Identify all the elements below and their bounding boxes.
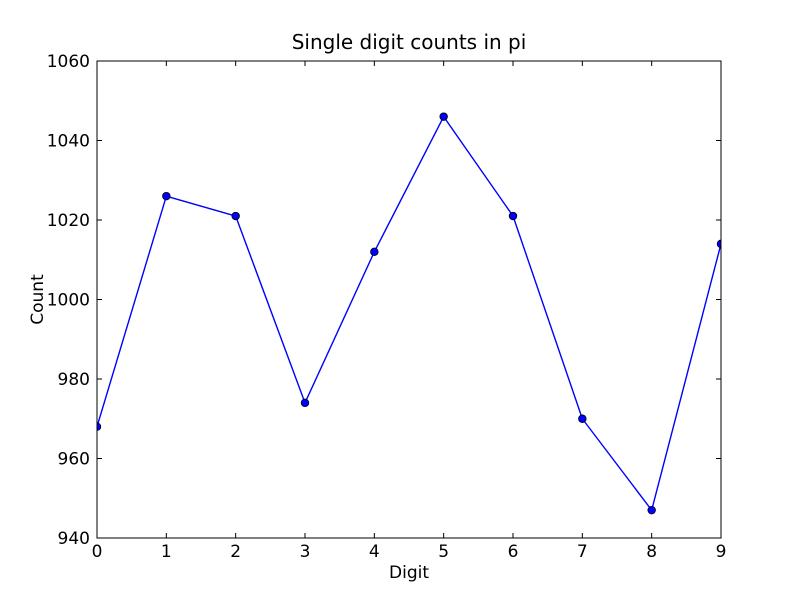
- y-tick-label: 940: [58, 529, 90, 549]
- data-point-marker: [716, 239, 721, 249]
- data-point-marker: [647, 505, 656, 515]
- y-tick-label: 1000: [47, 291, 90, 311]
- data-point-marker: [97, 422, 102, 431]
- x-tick-label: 0: [92, 542, 103, 562]
- y-tick-label: 980: [58, 370, 90, 390]
- y-tick-label: 1020: [47, 211, 90, 231]
- chart-title: Single digit counts in pi: [292, 30, 527, 54]
- x-tick-label: 7: [577, 542, 588, 562]
- data-point-marker: [508, 211, 518, 221]
- x-tick-label: 5: [438, 542, 449, 562]
- x-tick-label: 8: [646, 542, 657, 562]
- data-point-marker: [439, 112, 448, 121]
- data-point-marker: [370, 247, 379, 256]
- data-point-marker: [231, 211, 240, 221]
- y-tick-label: 1060: [47, 52, 90, 72]
- x-tick-label: 6: [508, 542, 519, 562]
- x-tick-label: 3: [300, 542, 311, 562]
- tick-labels: 0 1 2 3 4 5 6 7 8 9 940 960 980 1000 1020 1040 1060: [47, 52, 727, 562]
- data-point-marker: [300, 398, 310, 408]
- x-tick-label: 4: [369, 542, 380, 562]
- x-tick-label: 2: [230, 542, 241, 562]
- data-line: [97, 115, 721, 511]
- tick-marks: [96, 60, 722, 539]
- data-series: [97, 112, 721, 515]
- plot-frame: [96, 60, 722, 539]
- data-point-marker: [162, 191, 171, 201]
- plot-background: [97, 61, 721, 538]
- x-tick-label: 9: [716, 542, 727, 562]
- y-tick-label: 960: [58, 450, 90, 470]
- y-tick-label: 1040: [47, 132, 90, 152]
- data-point-marker: [578, 414, 587, 423]
- x-tick-label: 1: [161, 542, 172, 562]
- y-axis-label: Count: [28, 274, 48, 325]
- x-axis-label: Digit: [389, 563, 429, 583]
